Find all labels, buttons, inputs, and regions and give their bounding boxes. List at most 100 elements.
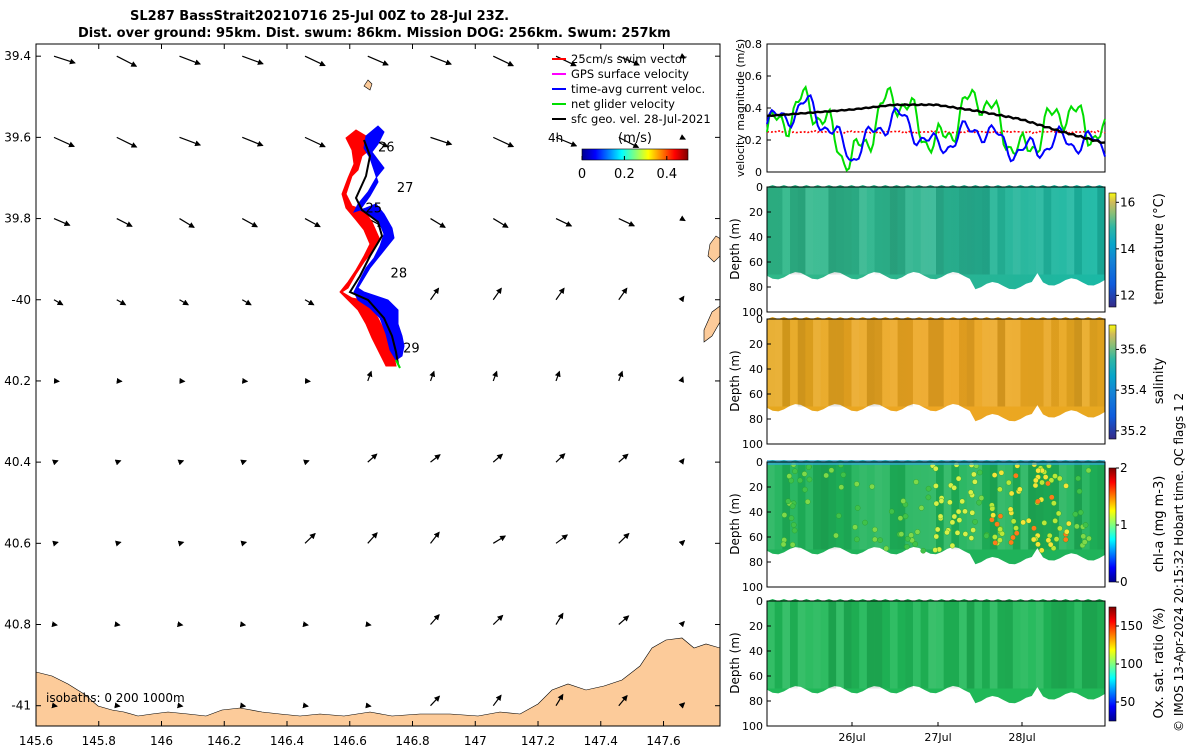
- profile-streak: [889, 462, 898, 550]
- velocity-series: [766, 84, 1106, 173]
- chla-sample-dot: [997, 486, 1003, 493]
- profile-streak: [928, 601, 936, 689]
- profile-streak: [859, 187, 867, 275]
- chla-sample-dot: [1010, 534, 1016, 541]
- chla-sample-dot: [888, 508, 895, 515]
- profile-streak: [1035, 319, 1044, 407]
- current-vector-arrow: [430, 614, 440, 625]
- profile-ylabel: Depth (m): [728, 493, 742, 554]
- chla-sample-dot: [968, 535, 975, 541]
- profile-streak: [905, 187, 913, 275]
- colorbar-label: salinity: [1152, 357, 1167, 404]
- profile-streak: [866, 601, 875, 689]
- colorbar-tick-label: 100: [1120, 657, 1143, 671]
- tasmania-land: [36, 637, 720, 726]
- colorbar-tick-label: 1: [1120, 518, 1128, 532]
- map-y-tick-label: -41: [11, 699, 31, 713]
- chart-title-line1: SL287 BassStrait20210716 25-Jul 00Z to 2…: [130, 9, 510, 24]
- current-vector-arrow: [555, 218, 573, 227]
- profile-streak: [1097, 187, 1105, 275]
- profile-streak: [1058, 319, 1067, 407]
- profile-streak: [1012, 462, 1021, 550]
- day-labels: 26 27 25 28 29: [365, 141, 419, 357]
- profile-streak: [966, 601, 975, 689]
- current-vector-arrow: [239, 621, 247, 628]
- chla-sample-dot: [897, 515, 904, 521]
- profile-streak: [1081, 601, 1090, 689]
- profile-streak: [797, 462, 806, 550]
- profile-streak: [928, 187, 936, 275]
- profile-streak: [843, 601, 852, 689]
- profile-streak: [1051, 187, 1059, 275]
- profile-streak: [959, 462, 967, 550]
- current-vector-arrow: [179, 136, 202, 147]
- current-vector-arrow: [430, 287, 440, 301]
- map-y-ticks: 39.4 39.6 39.8 -40 40.2 40.4 40.6 40.8 -41: [4, 49, 720, 713]
- chla-sample-dot: [1031, 525, 1037, 532]
- map-y-tick-label: 40.4: [4, 455, 31, 469]
- depth-tick-label: 20: [749, 338, 763, 351]
- chla-sample-dot: [932, 465, 939, 472]
- profile-streak: [1028, 187, 1036, 275]
- profile-streak: [1089, 462, 1098, 550]
- chla-sample-dot: [1013, 472, 1019, 479]
- map-x-tick-label: 145.6: [19, 734, 53, 748]
- profile-streak: [813, 319, 821, 407]
- colorbar-tick-label: 35.6: [1120, 342, 1147, 356]
- profile-streak: [912, 187, 921, 275]
- current-vector-arrow: [618, 287, 628, 301]
- chla-sample-dot: [990, 512, 996, 518]
- current-vector-arrow: [430, 218, 446, 228]
- chla-sample-dot: [944, 529, 950, 536]
- depth-tick-label: 20: [749, 620, 763, 633]
- chla-sample-dot: [938, 498, 945, 504]
- profile-streak: [1089, 187, 1098, 275]
- chla-sample-dot: [949, 542, 956, 549]
- profile-streak: [1043, 319, 1052, 407]
- velocity-y-tick-label: 0.6: [745, 70, 763, 83]
- map-x-tick-label: 145.8: [82, 734, 116, 748]
- track-day-label: 28: [391, 266, 408, 281]
- chla-sample-dot: [1035, 467, 1041, 474]
- profile-streak: [882, 319, 890, 407]
- chla-sample-dot: [1042, 474, 1049, 480]
- chla-sample-dot: [1010, 518, 1017, 525]
- profile-streak: [989, 601, 998, 689]
- map-y-tick-label: 39.4: [4, 49, 31, 63]
- chla-sample-dot: [789, 503, 796, 510]
- current-vector-arrow: [239, 702, 247, 709]
- profile-streak: [882, 462, 890, 550]
- velocity-y-tick-label: 0: [755, 166, 762, 179]
- profile-streak: [1005, 187, 1013, 275]
- map-y-tick-label: 40.8: [4, 618, 31, 632]
- profile-streak: [1035, 462, 1044, 550]
- profile-streak: [851, 319, 860, 407]
- chla-sample-dot: [1056, 475, 1063, 482]
- net-glider-velocity-arrow: [395, 359, 401, 369]
- profile-streak: [820, 462, 829, 550]
- profile-data-field: [767, 599, 1105, 704]
- chla-sample-dot: [998, 469, 1005, 476]
- profile-streak: [874, 319, 883, 407]
- island-north: [363, 79, 373, 91]
- chla-sample-dot: [1025, 517, 1032, 524]
- profile-streak: [1081, 319, 1090, 407]
- colorbar-label: chl-a (mg m-3): [1152, 476, 1167, 573]
- current-vector-arrow: [492, 694, 502, 707]
- profile-data-field: [767, 460, 1105, 565]
- profile-streak: [774, 187, 783, 275]
- profile-streak: [1043, 601, 1052, 689]
- velocity-y-ticks: 0 0.2 0.4 0.6 0.8: [745, 38, 771, 179]
- current-vector-arrow: [555, 693, 564, 707]
- profile-streak: [1081, 462, 1090, 550]
- profile-panel-chla: 0 20 40 60 80 100 Depth (m) 0 1 2 chl-a (mg m-3): [728, 456, 1167, 594]
- colorbar-tick-label: 35.2: [1120, 424, 1147, 438]
- chla-sample-dot: [792, 468, 798, 475]
- profile-streak: [874, 601, 883, 689]
- map-x-tick-label: 146.2: [207, 734, 241, 748]
- profile-streak: [897, 601, 906, 689]
- chla-sample-dot: [791, 527, 798, 534]
- chla-sample-dot: [997, 537, 1003, 543]
- profile-streak: [936, 187, 944, 275]
- profile-streak: [866, 187, 875, 275]
